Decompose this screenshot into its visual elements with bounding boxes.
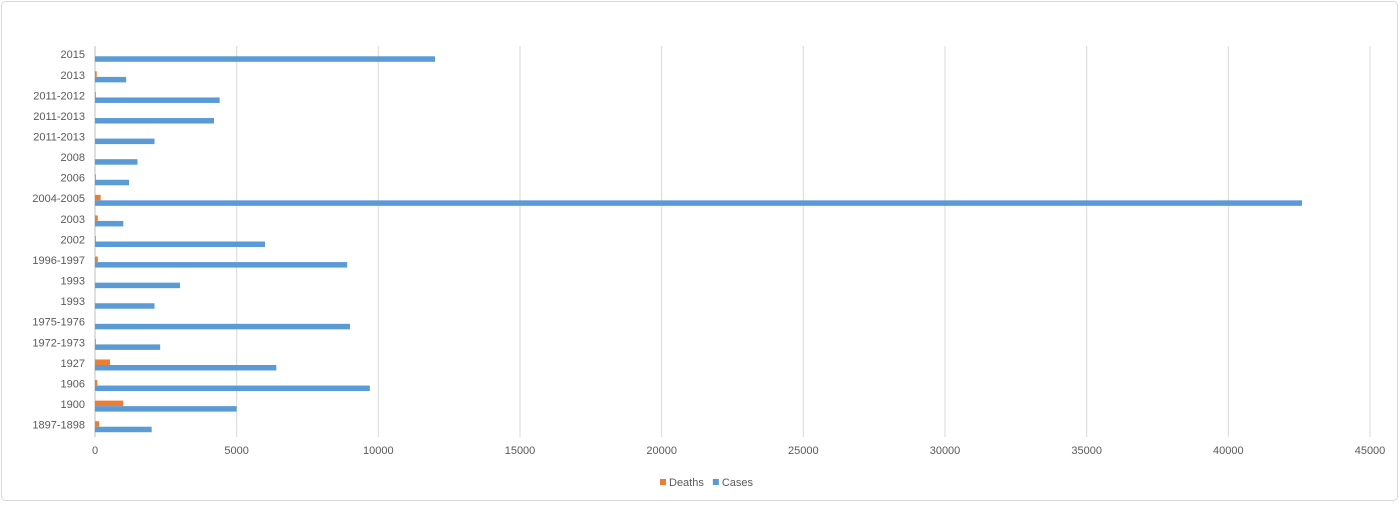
y-tick-label: 2002 [61,234,85,246]
bar [95,76,127,83]
y-tick-label: 1993 [61,296,85,308]
x-tick-label: 35000 [1071,445,1102,457]
bar [95,56,435,62]
bar [95,262,348,268]
bar [95,220,124,227]
y-tick-label: 2008 [61,152,85,164]
bar [95,138,155,145]
legend-label: Cases [722,477,754,489]
bar [95,179,129,186]
x-tick-label: 30000 [930,445,961,457]
bar [95,200,1302,206]
bar [95,380,98,386]
y-tick-label: 2011-2012 [33,90,85,102]
bar [95,426,152,433]
bar [95,256,98,263]
y-tick-label: 2013 [61,70,85,82]
x-tick-label: 5000 [224,445,248,457]
y-tick-label: 2011-2013 [33,111,85,123]
bar [95,282,180,289]
legend-swatch [712,479,719,485]
y-tick-label: 2015 [61,49,85,61]
bar [95,71,97,77]
x-tick-label: 10000 [363,445,394,457]
legend-swatch [660,479,666,485]
bar [95,91,96,98]
bar [95,344,161,350]
bar [95,236,96,242]
x-tick-label: 0 [92,445,98,457]
y-tick-label: 1975-1976 [32,317,85,329]
y-tick-label: 1900 [61,399,85,411]
bar [95,241,265,247]
y-tick-label: 1906 [61,378,85,390]
bar [95,323,350,330]
bar [95,97,220,103]
x-tick-label: 25000 [788,445,819,457]
bar [95,338,96,345]
bar [95,364,277,371]
y-tick-label: 1897-1898 [32,420,85,432]
y-tick-label: 2003 [61,214,85,226]
bar [95,174,96,180]
bar [95,421,100,427]
x-tick-label: 20000 [646,445,677,457]
x-tick-label: 40000 [1213,445,1244,457]
y-tick-label: 1996-1997 [32,255,85,267]
x-tick-label: 45000 [1355,445,1386,457]
y-tick-label: 1972-1973 [32,337,85,349]
bar [95,118,214,124]
y-tick-label: 2006 [61,173,85,185]
bar [95,385,370,392]
bar [95,406,237,412]
bar [95,359,111,365]
y-tick-label: 1927 [61,358,85,370]
bar [95,194,101,201]
legend-label: Deaths [669,477,704,489]
y-tick-label: 1993 [61,276,85,288]
y-tick-label: 2011-2013 [33,132,85,144]
bar [95,159,138,165]
bar [95,400,124,407]
bar [95,215,98,221]
bar [95,303,155,309]
x-tick-label: 15000 [505,445,536,457]
y-tick-label: 2004-2005 [32,193,85,205]
